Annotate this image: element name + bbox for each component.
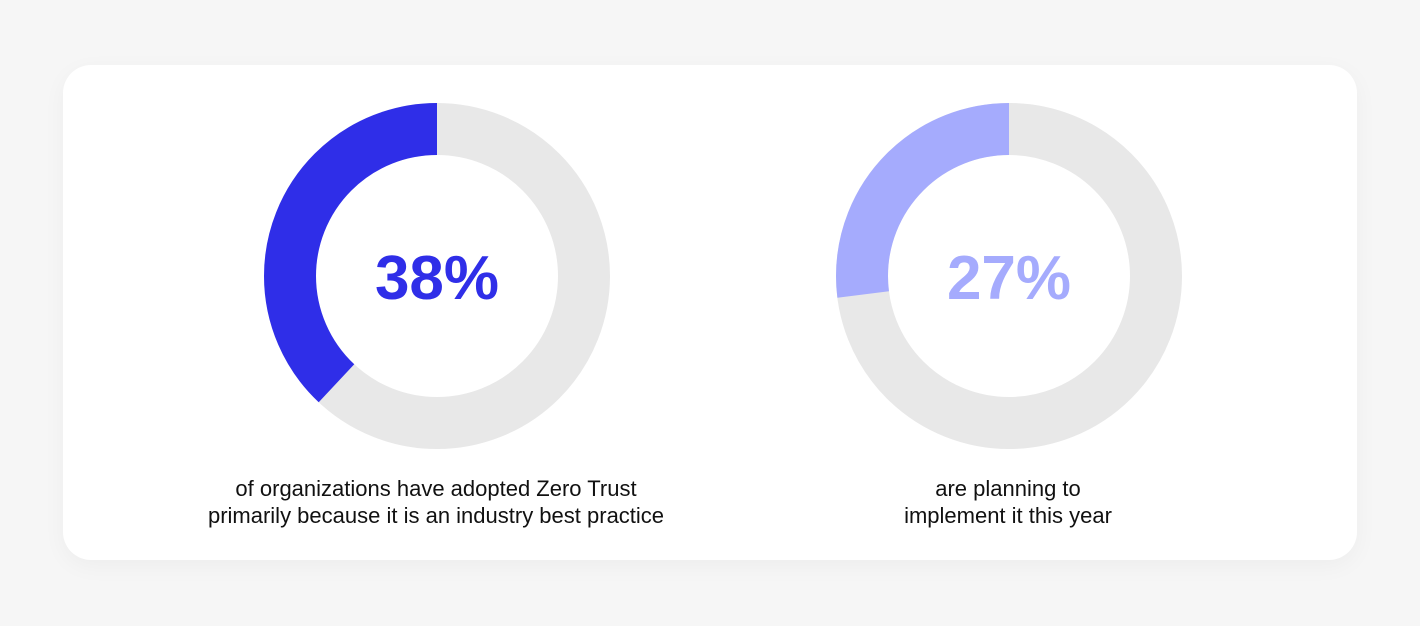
donut-chart-planning: 27% — [836, 103, 1182, 449]
donut-value-segment — [836, 103, 1182, 449]
stat-adopted: 38% of organizations have adopted Zero T… — [156, 65, 716, 560]
donut-chart-adopted: 38% — [264, 103, 610, 449]
donut-center-value: 38% — [375, 244, 499, 313]
stat-caption: of organizations have adopted Zero Trust… — [156, 475, 716, 529]
caption-line-1: are planning to — [935, 476, 1081, 501]
donut-value-segment — [264, 103, 610, 449]
donut-segments — [264, 103, 610, 449]
donut-segments — [836, 103, 1182, 449]
caption-line-2: implement it this year — [904, 503, 1112, 528]
stats-card: 38% of organizations have adopted Zero T… — [63, 65, 1357, 560]
donut-center-value: 27% — [947, 244, 1071, 313]
caption-line-1: of organizations have adopted Zero Trust — [235, 476, 637, 501]
stat-planning: 27% are planning to implement it this ye… — [728, 65, 1288, 560]
caption-line-2: primarily because it is an industry best… — [207, 503, 665, 528]
stat-caption: are planning to implement it this year — [728, 475, 1288, 529]
